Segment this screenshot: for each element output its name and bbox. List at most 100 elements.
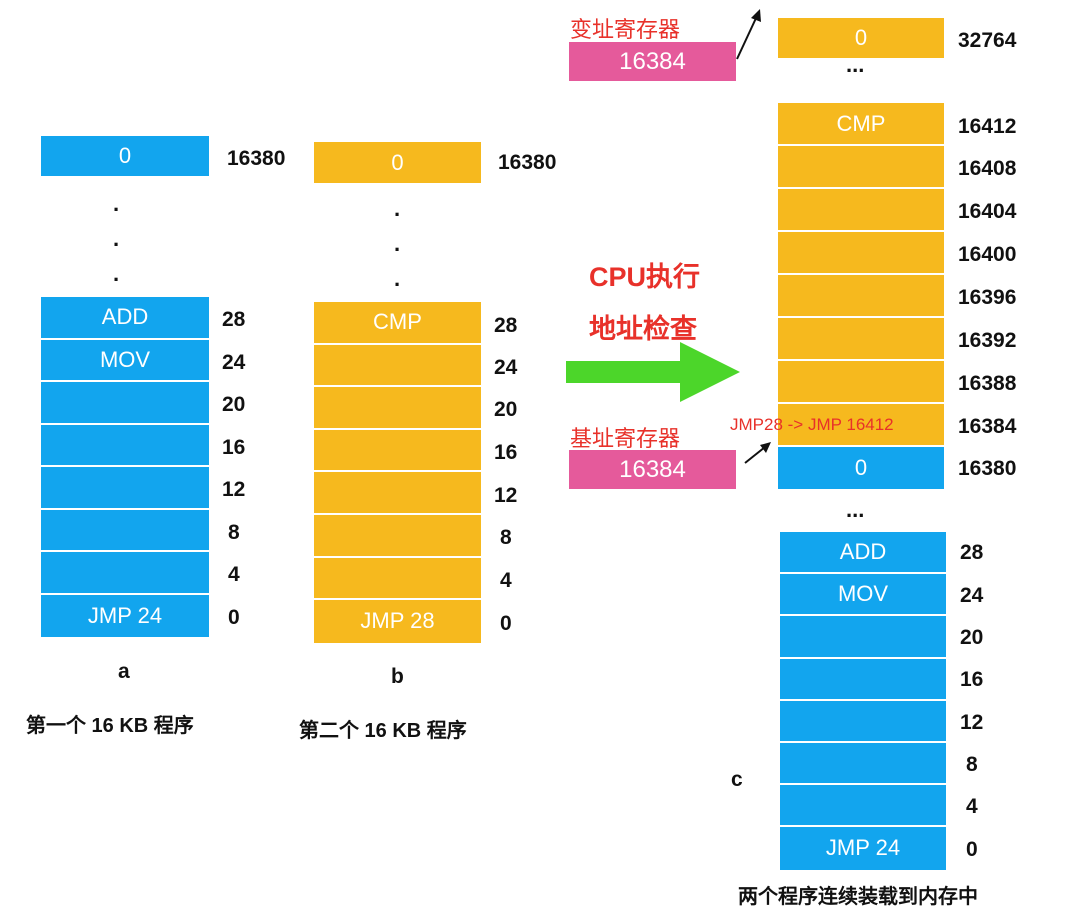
program-a-cell [41,552,209,595]
green-arrow-icon [566,342,740,402]
program-b-cell [314,429,481,473]
program-c-lower-addr: 20 [960,626,984,649]
program-c-lower-addr: 16 [960,668,984,691]
program-a-cell: JMP 24 [41,594,209,637]
program-c-upper-addr: 16400 [958,243,1017,266]
program-c-upper-cells: CMP 0 [778,103,944,489]
program-c-upper-addr: 16392 [958,329,1017,352]
program-b-addr: 0 [500,612,512,635]
program-c-lower-addr: 4 [966,795,978,818]
limit-pointer-arrow-icon [736,9,761,60]
program-c-upper-addr: 16404 [958,200,1017,223]
program-b-cells: CMP JMP 28 [314,302,481,643]
program-b-dot: . [394,196,401,221]
program-a-dot: . [113,191,120,216]
program-b-addr: 16 [494,441,518,464]
program-c-lower-addr: 28 [960,541,984,564]
program-b-dot: . [394,231,401,256]
program-a-addr: 24 [222,351,246,374]
program-c-upper-cell [778,232,944,275]
program-b-addr: 8 [500,526,512,549]
program-c-top-addr: 32764 [958,29,1017,52]
base-pointer-arrow-icon [744,442,771,464]
program-c-lower-cell [780,785,946,828]
program-c-upper-cell [778,361,944,404]
program-c-upper-cell: CMP [778,103,944,146]
program-a-addr: 0 [228,606,240,629]
program-b-letter: b [391,665,404,688]
program-c-ellipsis-mid: ... [846,497,865,522]
program-a-caption: 第一个 16 KB 程序 [26,715,194,737]
cpu-execute-label: CPU执行 [589,262,701,292]
program-a-stack: 0 [41,136,209,176]
program-c-upper-addr: 16408 [958,157,1017,180]
program-a-addr: 8 [228,521,240,544]
program-c-ellipsis-top: ... [846,52,865,77]
program-a-dot: . [113,261,120,286]
program-b-caption: 第二个 16 KB 程序 [299,720,467,742]
program-a-top-addr: 16380 [227,147,286,170]
program-b-top-addr: 16380 [498,151,557,174]
program-c-lower-cells: ADD MOV JMP 24 [780,532,946,870]
program-b-cell [314,557,481,601]
program-b-top-cell: 0 [314,142,481,183]
program-a-dot: . [113,226,120,251]
program-c-upper-cell [778,275,944,318]
program-b-addr: 28 [494,314,518,337]
limit-register-title: 变址寄存器 [570,17,681,42]
program-c-upper-addr: 16388 [958,372,1017,395]
program-c-letter: c [731,768,743,791]
program-c-lower-addr: 24 [960,584,984,607]
program-c-upper-cell [778,189,944,232]
program-b-addr: 24 [494,356,518,379]
program-c-mid-cell: 0 [778,447,944,489]
program-b-cell [314,514,481,558]
program-c-lower-cell [780,616,946,659]
program-a-top-cell: 0 [41,136,209,176]
program-c-upper-cell [778,318,944,361]
program-a-addr: 12 [222,478,246,501]
program-c-top-cell: 0 [778,18,944,58]
program-a-addr: 4 [228,563,240,586]
base-register-title: 基址寄存器 [570,426,681,451]
program-c-lower-cell: JMP 24 [780,827,946,870]
program-b-cell [314,344,481,388]
program-c-caption: 两个程序连续装载到内存中 [738,886,978,908]
program-a-cell [41,382,209,425]
program-c-lower-addr: 0 [966,838,978,861]
program-a-cell: MOV [41,339,209,382]
program-b-stack: 0 [314,142,481,183]
program-b-cell: CMP [314,302,481,345]
program-a-cell [41,509,209,552]
program-b-addr: 4 [500,569,512,592]
program-b-cell [314,472,481,515]
address-check-label: 地址检查 [589,314,697,344]
program-c-upper-addr: 16396 [958,286,1017,309]
program-c-upper-cell [778,146,944,189]
program-c-mid-addr: 16380 [958,457,1017,480]
program-c-upper-cell [778,404,944,447]
program-c-lower-addr: 8 [966,753,978,776]
program-a-addr: 28 [222,308,246,331]
program-c-upper-addr: 16412 [958,115,1017,138]
program-a-addr: 16 [222,436,246,459]
program-c-lower-cell: MOV [780,574,946,617]
program-b-cell [314,387,481,430]
program-c-lower-cell [780,742,946,786]
program-b-cell: JMP 28 [314,600,481,643]
program-a-letter: a [118,660,130,683]
program-c-lower-cell [780,700,946,743]
limit-register-value: 16384 [569,42,736,81]
program-c-top-stack: 0 [778,18,944,58]
program-b-addr: 12 [494,484,518,507]
program-c-upper-addr: 16384 [958,415,1017,438]
program-b-addr: 20 [494,398,518,421]
jmp-rewrite-annotation: JMP28 -> JMP 16412 [730,415,894,434]
program-a-cell: ADD [41,297,209,340]
program-a-cells: ADD MOV JMP 24 [41,297,209,637]
program-b-dot: . [394,266,401,291]
program-c-lower-addr: 12 [960,711,984,734]
program-c-lower-cell: ADD [780,532,946,575]
base-register-value: 16384 [569,450,736,489]
